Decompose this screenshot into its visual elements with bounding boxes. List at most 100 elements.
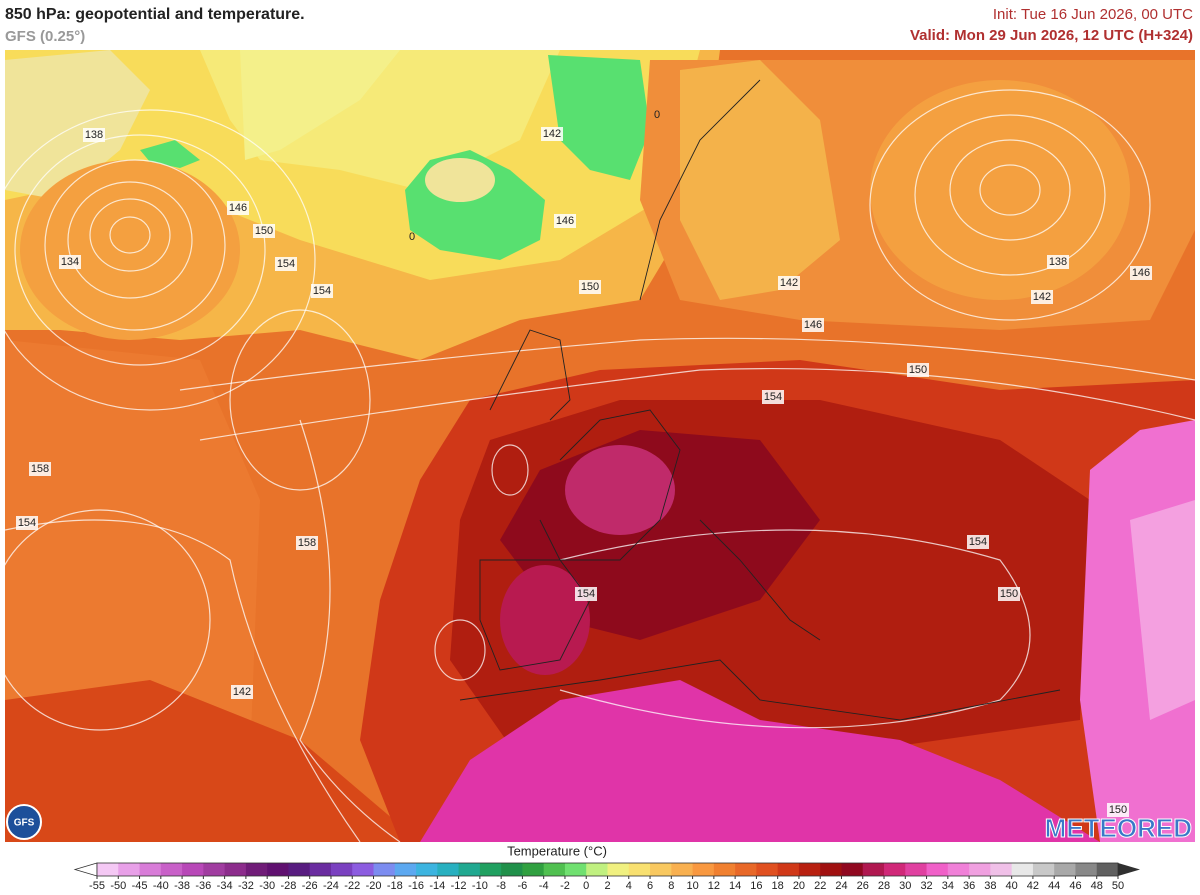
contour-label-bg [802, 318, 824, 332]
colorbar-segment [373, 863, 396, 876]
colorbar-segment [224, 863, 247, 876]
contour-label-bg [579, 280, 601, 294]
contour-label: 150 [581, 281, 599, 293]
colorbar-segment [139, 863, 162, 876]
contour-label: 146 [556, 215, 574, 227]
colorbar-tick-label: 44 [1048, 880, 1060, 892]
colorbar-segment [1075, 863, 1098, 876]
colorbar-tick-label: 10 [686, 880, 698, 892]
colorbar: -55 -50 -45 -40 -38 -36 -34 -32 -30 -28 -26 -24 -22-… [73, 862, 1140, 892]
colorbar-segment [862, 863, 885, 876]
colorbar-segment [905, 863, 928, 876]
contour-label: 154 [764, 391, 782, 403]
contour-label-bg [16, 516, 38, 530]
colorbar-tick-label: 36 [963, 880, 975, 892]
colorbar-tick-label: 32 [920, 880, 932, 892]
contour-label-bg [275, 257, 297, 271]
contour-label-bg [1130, 266, 1152, 280]
contour-label: 142 [543, 128, 561, 140]
colorbar-tick-label: -40 [153, 880, 169, 892]
colorbar-segment [97, 863, 119, 876]
contour-label-bg [227, 201, 249, 215]
colorbar-tick-label: 42 [1027, 880, 1039, 892]
contour-label-bg [778, 276, 800, 290]
contour-label: 158 [31, 463, 49, 475]
colorbar-segment [394, 863, 417, 876]
colorbar-segment [160, 863, 183, 876]
colorbar-tick-label: -18 [387, 880, 403, 892]
colorbar-tick-label: 18 [772, 880, 784, 892]
contour-label: 146 [804, 319, 822, 331]
colorbar-segment [543, 863, 566, 876]
colorbar-segment [1032, 863, 1055, 876]
colorbar-segment [841, 863, 864, 876]
colorbar-segment [777, 863, 800, 876]
colorbar-segment [267, 863, 289, 876]
colorbar-segment [756, 863, 779, 876]
contour-label-bg [1047, 255, 1069, 269]
colorbar-tick-label: 2 [604, 880, 610, 892]
colorbar-tick-label: 28 [878, 880, 890, 892]
contour-label-bg [541, 127, 563, 141]
colorbar-tick-label: -16 [408, 880, 424, 892]
colorbar-tick-label: 50 [1112, 880, 1124, 892]
contour-label-bg [998, 587, 1020, 601]
colorbar-segment [884, 863, 906, 876]
contour-label-bg [1031, 290, 1053, 304]
gfs-logo: GFS [6, 804, 42, 840]
colorbar-tick-label: 4 [626, 880, 632, 892]
colorbar-tick-label: -2 [560, 880, 570, 892]
colorbar-end-high [1118, 863, 1140, 876]
contour-label-bg [253, 224, 275, 238]
colorbar-tick-label: -12 [451, 880, 467, 892]
colorbar-tick-label: -4 [539, 880, 549, 892]
colorbar-segment [990, 863, 1013, 876]
contour-label: 0 [409, 231, 415, 243]
contour-label-bg [554, 214, 576, 228]
colorbar-segment [969, 863, 991, 876]
colorbar-tick-label: -8 [496, 880, 506, 892]
colorbar-tick-label: 40 [1006, 880, 1018, 892]
contour-label: 150 [1109, 804, 1127, 816]
colorbar-segment [947, 863, 970, 876]
colorbar-segment [522, 863, 545, 876]
colorbar-segment [671, 863, 694, 876]
colorbar-end-low [73, 862, 98, 877]
colorbar-segment [182, 863, 204, 876]
colorbar-tick-label: -24 [323, 880, 339, 892]
colorbar-tick-label: 12 [708, 880, 720, 892]
contour-label-bg [231, 685, 253, 699]
colorbar-tick-label: 46 [1069, 880, 1081, 892]
colorbar-segment [1054, 863, 1076, 876]
colorbar-tick-label: 38 [984, 880, 996, 892]
colorbar-tick-label: 48 [1091, 880, 1103, 892]
contour-label-bg [296, 536, 318, 550]
contour-label: 142 [233, 686, 251, 698]
contour-label-bg [311, 284, 333, 298]
colorbar-tick-label: 14 [729, 880, 741, 892]
colorbar-tick-label: -34 [217, 880, 233, 892]
contour-label-bg [907, 363, 929, 377]
colorbar-tick-label: 20 [793, 880, 805, 892]
colorbar-segment [586, 863, 608, 876]
contour-label: 146 [229, 202, 247, 214]
colorbar-segment [1011, 863, 1034, 876]
colorbar-tick-label: 24 [835, 880, 847, 892]
colorbar-tick-label: -20 [366, 880, 382, 892]
colorbar-tick-label: 0 [583, 880, 589, 892]
contour-label-bg [83, 128, 105, 142]
colorbar-segment [607, 863, 630, 876]
subtitle: GFS (0.25°) [5, 28, 85, 45]
colorbar-tick-label: -22 [344, 880, 360, 892]
contour-label: 142 [1033, 291, 1051, 303]
colorbar-segment [820, 863, 842, 876]
colorbar-segment [926, 863, 949, 876]
contour-label: 142 [780, 277, 798, 289]
contour-label-bg [29, 462, 51, 476]
contour-label-bg [59, 255, 81, 269]
colorbar-tick-label: -36 [195, 880, 211, 892]
colorbar-segment [501, 863, 523, 876]
contour-label: 150 [1000, 588, 1018, 600]
colorbar-segment [735, 863, 757, 876]
